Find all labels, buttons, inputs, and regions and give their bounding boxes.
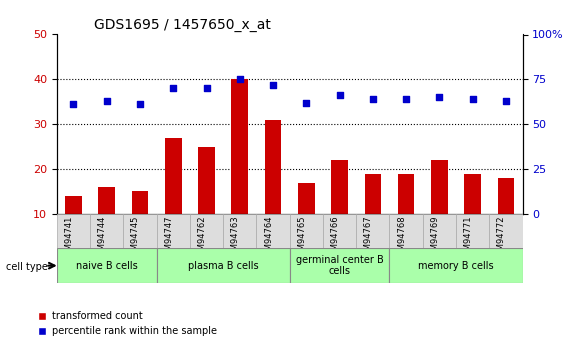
Text: GDS1695 / 1457650_x_at: GDS1695 / 1457650_x_at [94,18,271,32]
Point [502,98,511,104]
Text: GSM94768: GSM94768 [397,216,406,261]
Text: plasma B cells: plasma B cells [188,261,258,270]
Point [235,77,244,82]
Point [169,86,178,91]
Bar [331,160,348,214]
Text: GSM94741: GSM94741 [64,216,73,261]
Text: cell type: cell type [6,263,48,272]
Text: GSM94766: GSM94766 [331,216,340,261]
Bar [231,79,248,214]
Point [468,96,477,102]
Text: GSM94747: GSM94747 [164,216,173,261]
Bar [98,187,115,214]
FancyBboxPatch shape [323,214,356,248]
Text: GSM94769: GSM94769 [431,216,440,261]
FancyBboxPatch shape [90,214,123,248]
FancyBboxPatch shape [256,214,290,248]
FancyBboxPatch shape [390,248,523,283]
Bar [365,174,381,214]
Point [135,102,144,107]
Bar [265,120,281,214]
Bar [165,138,182,214]
Text: GSM94764: GSM94764 [264,216,273,261]
Bar [65,196,82,214]
Text: memory B cells: memory B cells [418,261,494,270]
FancyBboxPatch shape [290,248,390,283]
FancyBboxPatch shape [290,214,323,248]
Point [368,96,377,102]
Legend: transformed count, percentile rank within the sample: transformed count, percentile rank withi… [34,307,220,340]
Bar [298,183,315,214]
Text: GSM94772: GSM94772 [497,216,506,261]
Text: GSM94763: GSM94763 [231,216,240,261]
FancyBboxPatch shape [157,248,290,283]
Text: GSM94762: GSM94762 [198,216,207,261]
Text: GSM94771: GSM94771 [463,216,473,261]
Text: GSM94765: GSM94765 [297,216,306,261]
FancyBboxPatch shape [57,248,157,283]
Bar [464,174,481,214]
Bar [398,174,415,214]
Point [402,96,411,102]
FancyBboxPatch shape [157,214,190,248]
Text: GSM94767: GSM94767 [364,216,373,261]
Point [435,95,444,100]
Point [202,86,211,91]
FancyBboxPatch shape [423,214,456,248]
FancyBboxPatch shape [223,214,256,248]
Text: GSM94744: GSM94744 [98,216,107,261]
FancyBboxPatch shape [190,214,223,248]
Point [335,93,344,98]
FancyBboxPatch shape [57,214,90,248]
Bar [431,160,448,214]
Point [69,102,78,107]
FancyBboxPatch shape [489,214,523,248]
Text: GSM94745: GSM94745 [131,216,140,261]
Text: naive B cells: naive B cells [76,261,137,270]
Bar [132,191,148,214]
FancyBboxPatch shape [456,214,489,248]
Text: germinal center B
cells: germinal center B cells [296,255,383,276]
Bar [198,147,215,214]
FancyBboxPatch shape [123,214,157,248]
Point [302,100,311,106]
Point [102,98,111,104]
FancyBboxPatch shape [356,214,390,248]
Bar [498,178,514,214]
FancyBboxPatch shape [390,214,423,248]
Point [269,82,278,88]
